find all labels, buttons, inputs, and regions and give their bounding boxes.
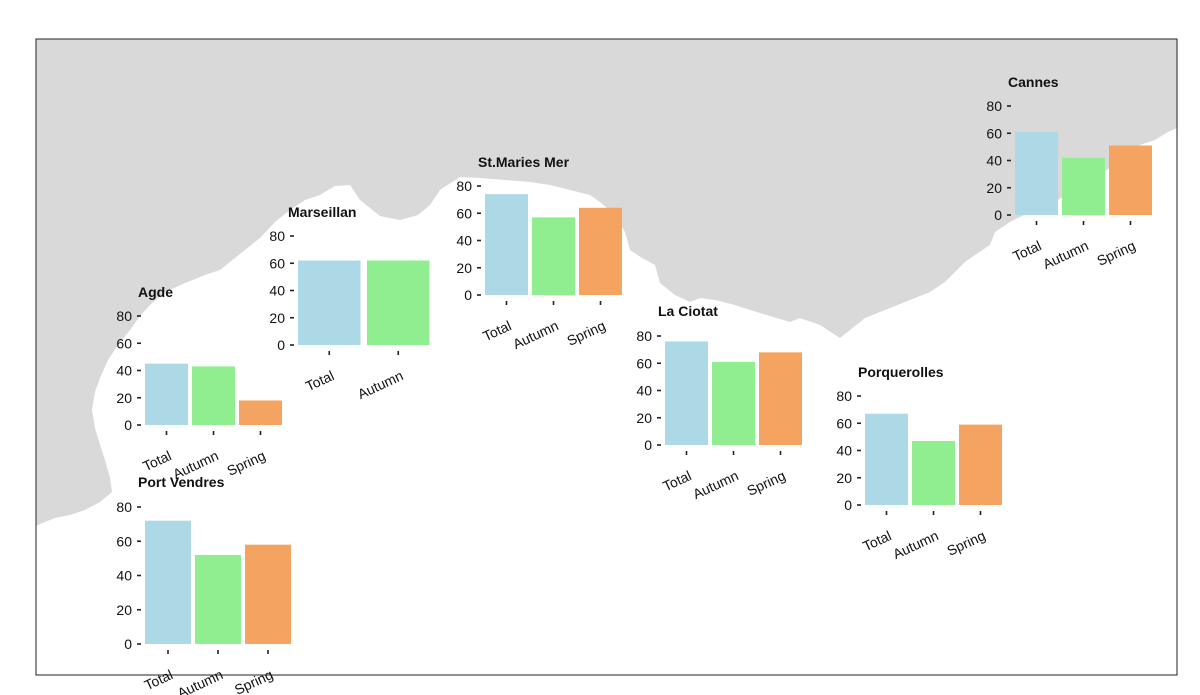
- y-tick-label: 80: [269, 228, 285, 244]
- y-tick-label: 0: [124, 636, 132, 652]
- panel-title: Agde: [138, 284, 173, 300]
- y-tick-label: 60: [116, 335, 132, 351]
- y-tick-label: 20: [116, 390, 132, 406]
- bar-autumn: [532, 217, 575, 295]
- y-tick-label: 60: [456, 205, 472, 221]
- panel-title: Port Vendres: [138, 474, 225, 490]
- bar-total: [1015, 131, 1058, 215]
- bar-spring: [245, 544, 291, 644]
- y-tick-label: 20: [636, 410, 652, 426]
- bar-spring: [239, 400, 282, 425]
- bar-spring: [579, 207, 622, 295]
- bar-autumn: [1062, 157, 1105, 215]
- bar-total: [865, 413, 908, 505]
- y-tick-label: 60: [636, 355, 652, 371]
- bar-total: [665, 341, 708, 445]
- bar-spring: [959, 424, 1002, 505]
- y-tick-label: 80: [636, 328, 652, 344]
- y-tick-label: 80: [836, 388, 852, 404]
- panel-title: Porquerolles: [858, 364, 944, 380]
- y-tick-label: 40: [116, 363, 132, 379]
- y-tick-label: 0: [844, 497, 852, 513]
- y-tick-label: 80: [986, 98, 1002, 114]
- bar-total: [485, 194, 528, 295]
- bar-autumn: [192, 366, 235, 425]
- bar-total: [145, 363, 188, 425]
- y-tick-label: 20: [836, 470, 852, 486]
- bar-autumn: [195, 554, 241, 644]
- y-tick-label: 80: [116, 308, 132, 324]
- y-tick-label: 40: [269, 283, 285, 299]
- panel-title: Cannes: [1008, 74, 1059, 90]
- bar-total: [145, 520, 191, 644]
- bar-autumn: [712, 361, 755, 445]
- bar-spring: [1109, 145, 1152, 215]
- y-tick-label: 20: [269, 310, 285, 326]
- y-tick-label: 80: [116, 499, 132, 515]
- y-tick-label: 20: [456, 260, 472, 276]
- y-tick-label: 20: [116, 602, 132, 618]
- y-tick-label: 60: [836, 415, 852, 431]
- panel-title: St.Maries Mer: [478, 154, 570, 170]
- y-tick-label: 40: [116, 568, 132, 584]
- y-tick-label: 60: [116, 533, 132, 549]
- bar-total: [298, 260, 361, 345]
- y-tick-label: 0: [124, 417, 132, 433]
- y-tick-label: 60: [269, 255, 285, 271]
- y-tick-label: 40: [636, 383, 652, 399]
- map-frame: [35, 38, 1178, 676]
- y-tick-label: 40: [456, 233, 472, 249]
- y-tick-label: 0: [994, 207, 1002, 223]
- y-tick-label: 0: [644, 437, 652, 453]
- land-mass: [36, 39, 1177, 526]
- panel-title: La Ciotat: [658, 303, 718, 319]
- bar-autumn: [912, 440, 955, 505]
- y-tick-label: 0: [464, 287, 472, 303]
- y-tick-label: 60: [986, 125, 1002, 141]
- y-tick-label: 20: [986, 180, 1002, 196]
- bar-spring: [759, 352, 802, 445]
- y-tick-label: 80: [456, 178, 472, 194]
- panel-title: Marseillan: [288, 204, 356, 220]
- y-tick-label: 0: [277, 337, 285, 353]
- y-tick-label: 40: [836, 443, 852, 459]
- y-tick-label: 40: [986, 153, 1002, 169]
- bar-autumn: [367, 260, 430, 345]
